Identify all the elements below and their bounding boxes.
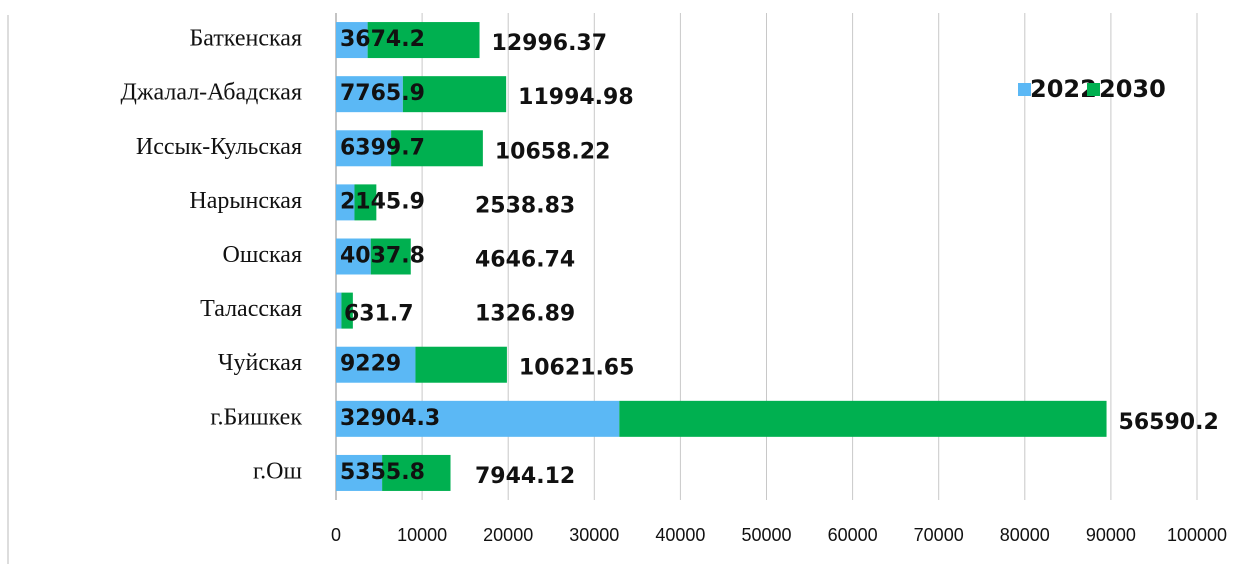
bar: [382, 454, 451, 491]
data-label: 32904.3: [340, 406, 440, 431]
data-label: 10658.22: [495, 139, 611, 164]
data-label: 12996.37: [492, 31, 608, 56]
x-tick-label: 0: [331, 525, 341, 545]
bar: [336, 76, 403, 113]
data-label: 6399.7: [340, 135, 425, 160]
bar: [370, 238, 411, 275]
data-label: 7944.12: [475, 464, 575, 489]
data-label: 5355.8: [340, 460, 425, 485]
x-tick-label: 100000: [1167, 525, 1227, 545]
y-tick-label: Баткенская: [190, 26, 303, 52]
legend-swatch: [1087, 83, 1100, 96]
data-label: 2145.9: [340, 189, 425, 214]
data-label: 2538.83: [475, 193, 575, 218]
y-tick-label: г.Ош: [253, 458, 302, 484]
data-label: 56590.2: [1119, 410, 1219, 435]
bar: [336, 130, 392, 167]
bar: [367, 22, 480, 59]
x-tick-label: 90000: [1086, 525, 1136, 545]
x-tick-label: 70000: [914, 525, 964, 545]
data-label: 4646.74: [475, 248, 575, 273]
bar: [336, 346, 416, 383]
y-tick-label: Нарынская: [189, 188, 302, 214]
x-tick-label: 50000: [741, 525, 791, 545]
bar: [336, 238, 371, 275]
bar: [402, 76, 507, 113]
bar: [619, 400, 1107, 437]
y-tick-label: Джалал-Абадская: [121, 80, 302, 106]
bar: [336, 22, 368, 59]
bar: [354, 184, 377, 221]
y-tick-label: Ошская: [223, 242, 302, 268]
bar: [336, 184, 355, 221]
bar: [415, 346, 507, 383]
bar: [336, 454, 383, 491]
data-label: 9229: [340, 352, 401, 377]
data-label: 631.7: [344, 302, 414, 327]
bar: [336, 400, 620, 437]
legend-swatch: [1018, 83, 1031, 96]
data-label: 4037.8: [340, 244, 425, 269]
data-label: 7765.9: [340, 81, 425, 106]
x-tick-label: 20000: [483, 525, 533, 545]
data-label: 1326.89: [475, 302, 575, 327]
legend-label: 2022: [1030, 75, 1097, 103]
data-label: 3674.2: [340, 27, 425, 52]
x-tick-label: 80000: [1000, 525, 1050, 545]
bar: [391, 130, 483, 167]
x-tick-label: 10000: [397, 525, 447, 545]
data-label: 11994.98: [518, 85, 634, 110]
bar: [341, 292, 353, 329]
data-label: 10621.65: [519, 356, 635, 381]
y-tick-label: Чуйская: [218, 350, 302, 376]
y-tick-label: г.Бишкек: [210, 404, 302, 430]
y-tick-label: Таласская: [200, 296, 302, 322]
bar: [336, 292, 342, 329]
y-tick-label: Иссык-Кульская: [136, 134, 302, 160]
x-tick-label: 30000: [569, 525, 619, 545]
legend-label: 2030: [1099, 75, 1166, 103]
x-tick-label: 60000: [828, 525, 878, 545]
x-tick-label: 40000: [655, 525, 705, 545]
